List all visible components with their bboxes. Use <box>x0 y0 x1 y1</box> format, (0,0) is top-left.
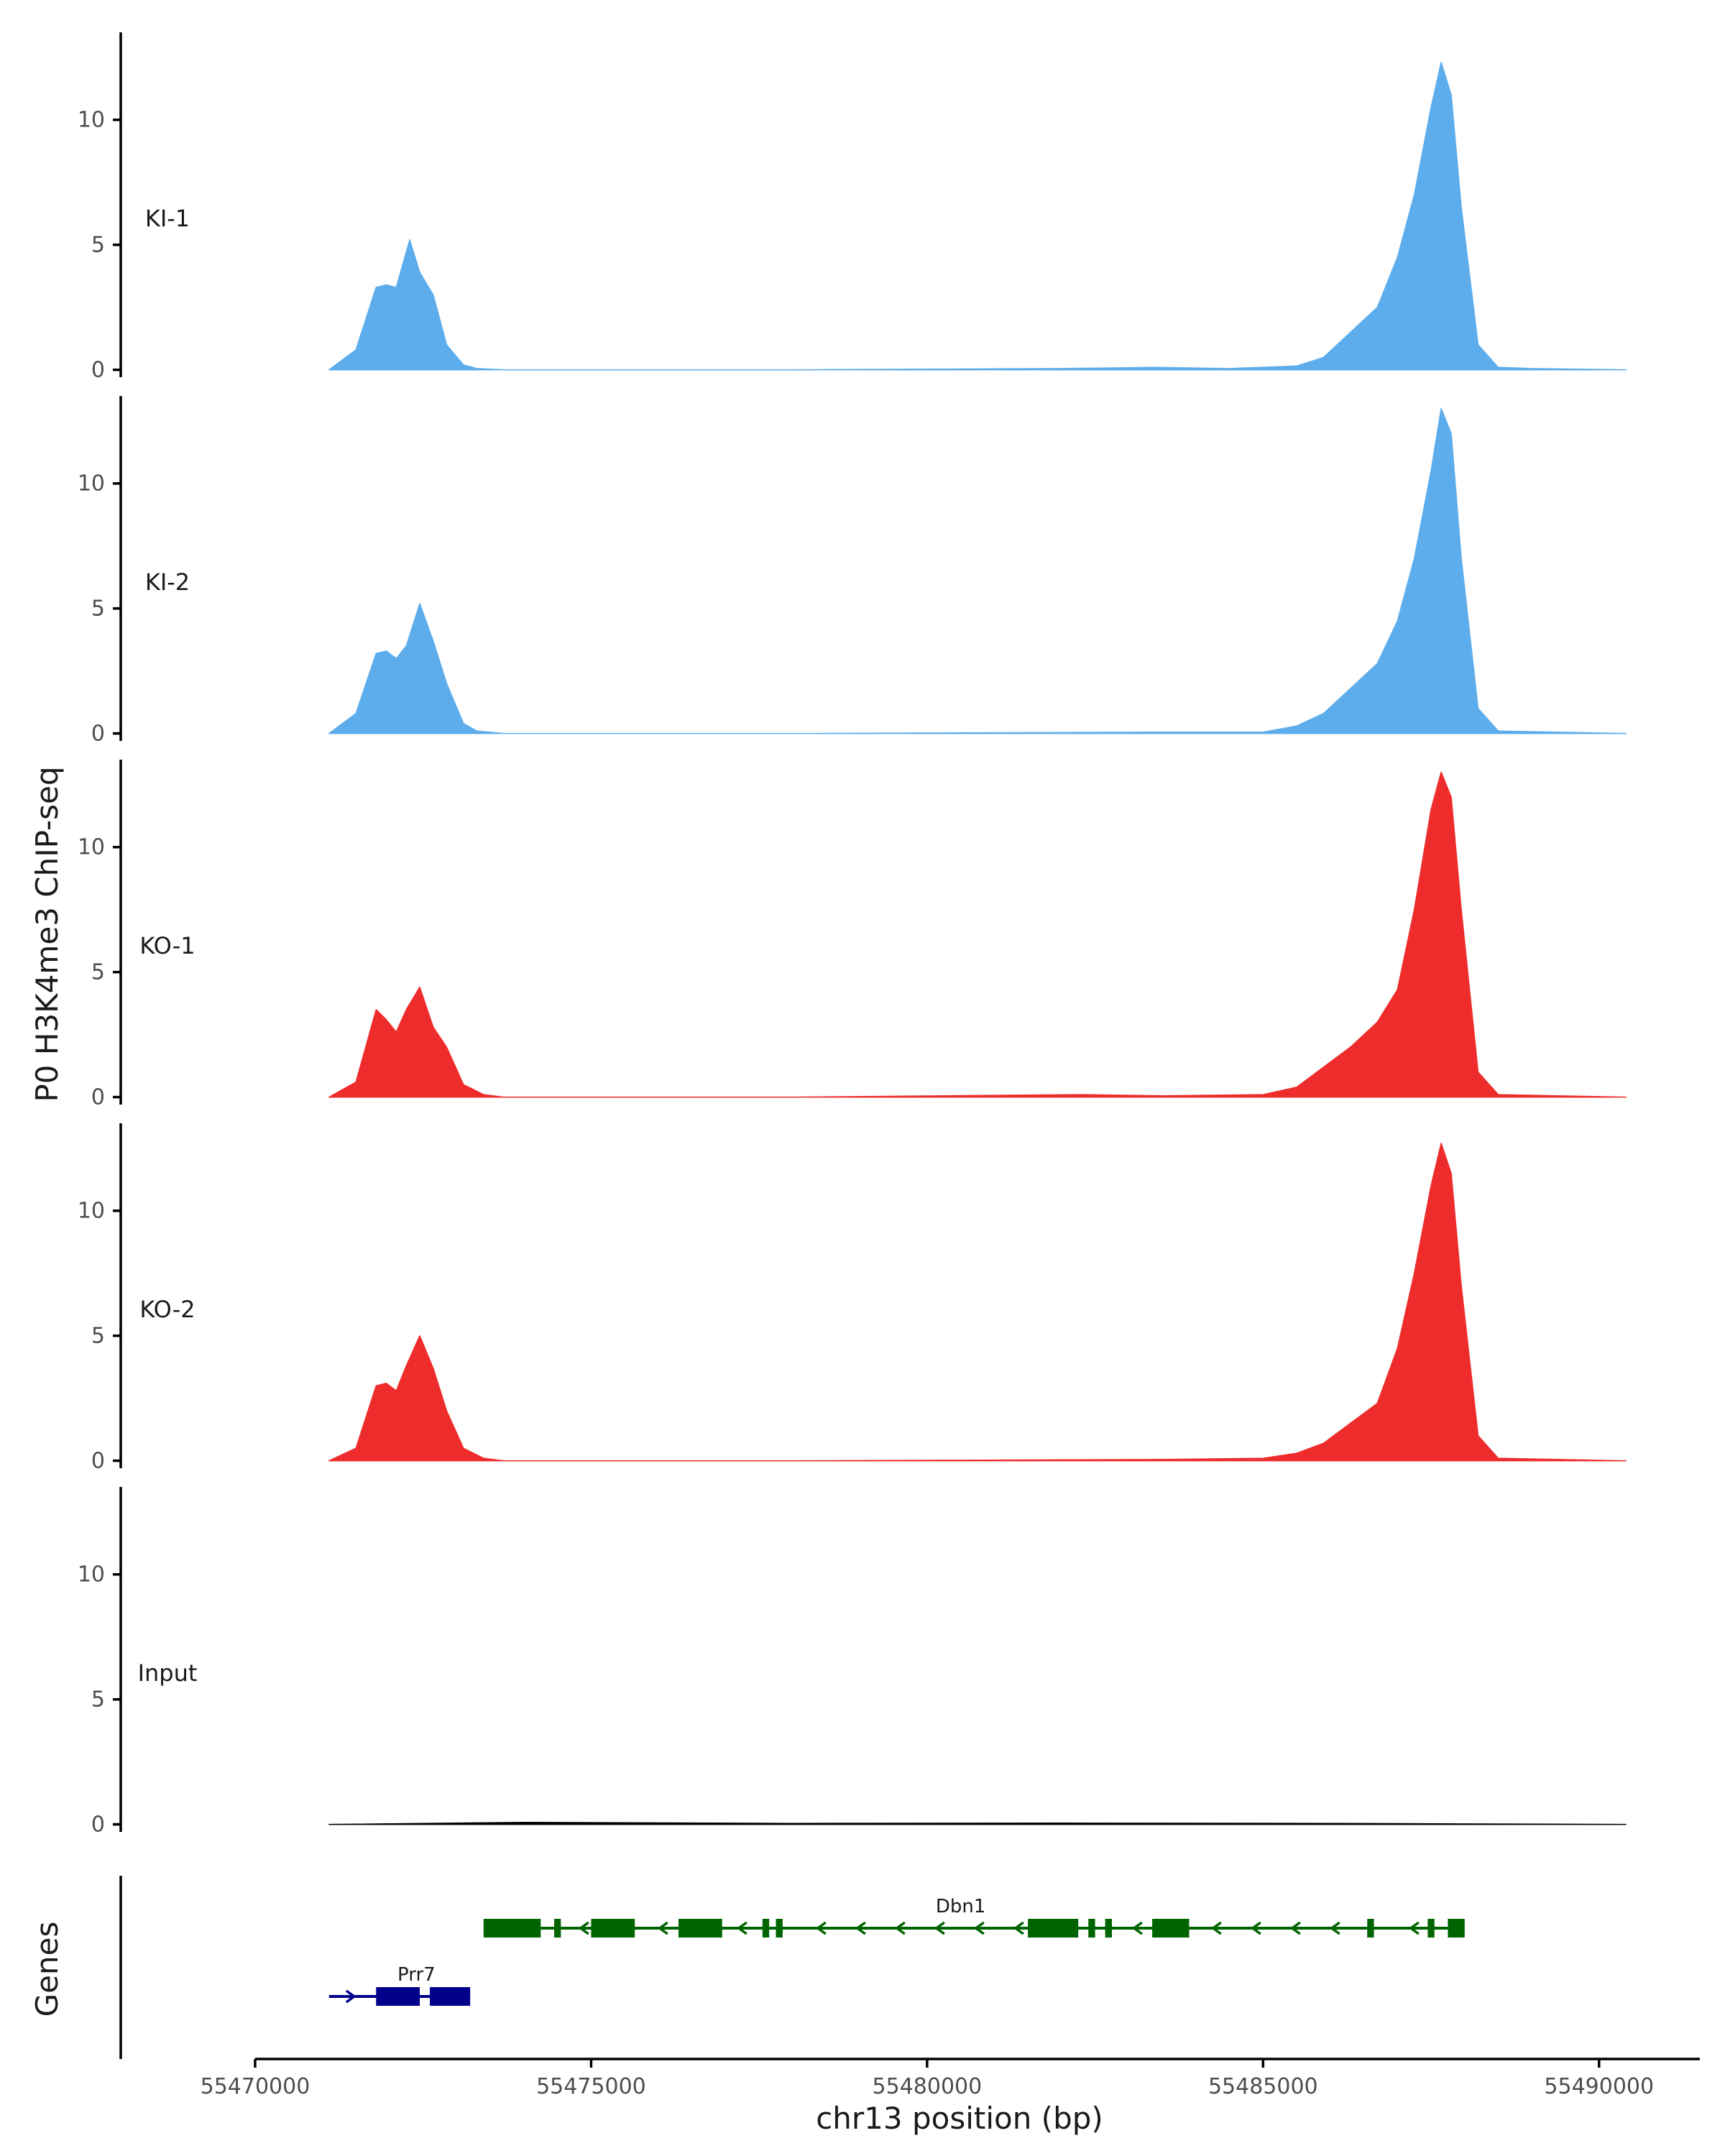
y-tick-label: 0 <box>91 1449 105 1474</box>
strand-chevron <box>1131 1921 1143 1935</box>
gene-exon <box>430 1987 471 2006</box>
strand-chevron <box>815 1921 827 1935</box>
gene-exon <box>1028 1919 1079 1938</box>
strand-chevron <box>345 1989 356 2004</box>
coverage-tracks: 0 5 10 KI-1 0 5 10 KI-2 0 5 10 KO-1 0 5 10 KO-2 0 5 10 Inpu… <box>78 32 1627 1838</box>
strand-chevron <box>1289 1921 1301 1935</box>
strand-chevron <box>894 1921 906 1935</box>
x-tick-label: 55485000 <box>1208 2074 1318 2099</box>
coverage-area <box>328 1143 1627 1462</box>
y-tick-label: 5 <box>91 1687 105 1713</box>
y-tick-label: 0 <box>91 358 105 383</box>
track-label: KI-2 <box>145 568 190 596</box>
strand-chevron <box>934 1921 945 1935</box>
strand-chevron <box>1329 1921 1340 1935</box>
gene-exon <box>591 1919 635 1938</box>
strand-chevron <box>657 1921 668 1935</box>
gene-label: Dbn1 <box>936 1896 986 1917</box>
y-tick-label: 5 <box>91 233 105 258</box>
x-axis-title: chr13 position (bp) <box>816 2101 1103 2136</box>
track-label: KO-2 <box>139 1296 195 1323</box>
y-tick-label: 5 <box>91 596 105 622</box>
coverage-area <box>328 771 1627 1098</box>
strand-chevron <box>973 1921 985 1935</box>
coverage-area <box>328 1822 1627 1825</box>
track-panel: 0 5 10 KO-1 <box>78 760 1627 1110</box>
strand-chevron <box>1408 1921 1420 1935</box>
coverage-area <box>328 407 1627 734</box>
gene-exon <box>1152 1919 1190 1938</box>
gene-exon <box>1088 1919 1095 1938</box>
gene-exon <box>678 1919 722 1938</box>
y-tick-label: 5 <box>91 960 105 985</box>
y-tick-label: 10 <box>78 1199 105 1224</box>
genes-panel: Prr7 Dbn1 <box>119 1876 1465 2059</box>
x-axis: 55470000 55475000 55480000 55485000 55490000 <box>201 2058 1700 2099</box>
track-label: Input <box>138 1659 198 1687</box>
gene-exon <box>1427 1919 1435 1938</box>
strand-chevron <box>1013 1921 1024 1935</box>
gene-exon <box>376 1987 420 2006</box>
strand-chevron <box>736 1921 748 1935</box>
x-tick-label: 55475000 <box>536 2074 646 2099</box>
strand-chevron <box>855 1921 866 1935</box>
strand-chevron <box>578 1921 589 1935</box>
gene-exon <box>1367 1919 1374 1938</box>
gene-exon <box>776 1919 783 1938</box>
gene-exon <box>483 1919 541 1938</box>
x-tick-label: 55480000 <box>873 2074 983 2099</box>
y-tick-label: 0 <box>91 1085 105 1110</box>
gene-exon <box>762 1919 770 1938</box>
y-tick-label: 0 <box>91 722 105 747</box>
track-label: KO-1 <box>139 932 195 959</box>
gene-exon <box>1105 1919 1112 1938</box>
gene-model: Dbn1 <box>483 1896 1465 1938</box>
y-tick-label: 10 <box>78 1562 105 1588</box>
gene-exon <box>554 1919 561 1938</box>
coverage-area <box>328 61 1627 371</box>
track-panel: 0 5 10 KI-1 <box>78 32 1627 383</box>
gene-model: Prr7 <box>328 1964 471 2006</box>
y-tick-label: 0 <box>91 1812 105 1838</box>
gene-label: Prr7 <box>397 1964 436 1986</box>
track-panel: 0 5 10 KI-2 <box>78 396 1627 747</box>
x-tick-label: 55470000 <box>201 2074 310 2099</box>
track-panel: 0 5 10 Input <box>78 1487 1627 1838</box>
track-panel: 0 5 10 KO-2 <box>78 1123 1627 1474</box>
y-tick-label: 10 <box>78 108 105 133</box>
y-axis-title: P0 H3K4me3 ChIP-seq <box>29 766 65 1102</box>
strand-chevron <box>1210 1921 1222 1935</box>
track-label: KI-1 <box>145 205 190 232</box>
y-tick-label: 5 <box>91 1324 105 1349</box>
gene-exon <box>1448 1919 1465 1938</box>
y-tick-label: 10 <box>78 835 105 860</box>
genes-panel-title: Genes <box>29 1922 65 2017</box>
y-tick-label: 10 <box>78 471 105 497</box>
strand-chevron <box>1250 1921 1261 1935</box>
x-tick-label: 55490000 <box>1544 2074 1654 2099</box>
